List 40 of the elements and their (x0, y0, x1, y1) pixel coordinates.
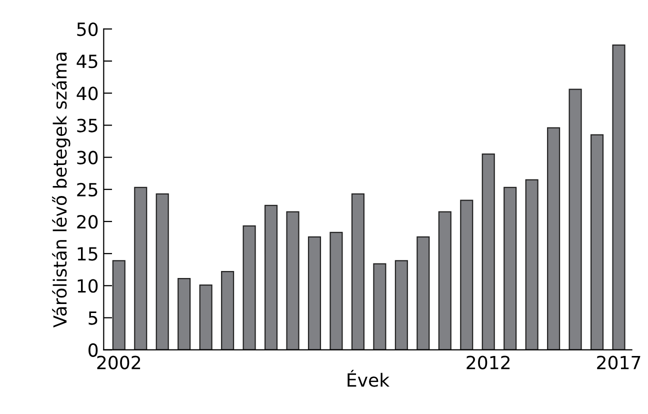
bar (394, 260, 408, 350)
y-tick-label: 35 (77, 118, 98, 132)
bar (547, 127, 560, 350)
bar (438, 211, 452, 350)
y-tick-label: 0 (88, 343, 98, 357)
x-axis-title: Évek (348, 370, 390, 387)
y-tick-label: 10 (78, 279, 98, 293)
bar (373, 263, 386, 350)
y-tick-label: 25 (77, 182, 98, 197)
bar (178, 278, 191, 350)
y-tick-label: 45 (76, 54, 98, 68)
bar (330, 232, 343, 350)
x-tick-label: 2002 (97, 356, 140, 370)
bar (199, 284, 212, 350)
y-tick-label: 15 (78, 247, 98, 261)
bar (504, 186, 517, 350)
bar (482, 154, 495, 350)
bar (286, 211, 300, 350)
bar (156, 193, 169, 350)
y-tick-label: 5 (88, 311, 98, 325)
bar (590, 134, 604, 350)
bar (568, 88, 582, 350)
y-tick-label: 40 (76, 86, 98, 100)
bar (112, 260, 126, 350)
bar (308, 236, 322, 350)
bar (242, 225, 256, 350)
x-tick-label: 2012 (466, 356, 510, 370)
y-tick-label: 50 (77, 22, 98, 36)
y-tick-label: 30 (77, 150, 98, 164)
bar (525, 179, 538, 350)
bar (416, 236, 430, 350)
bar (612, 44, 626, 350)
bar (460, 200, 474, 350)
bar (134, 186, 148, 350)
y-tick-label: 20 (77, 214, 98, 229)
x-tick-label: 2017 (597, 356, 640, 370)
bar (264, 204, 278, 350)
bar (351, 193, 364, 350)
bar (221, 270, 234, 350)
y-axis-title: Várólistán lévő betegek száma (52, 52, 70, 328)
